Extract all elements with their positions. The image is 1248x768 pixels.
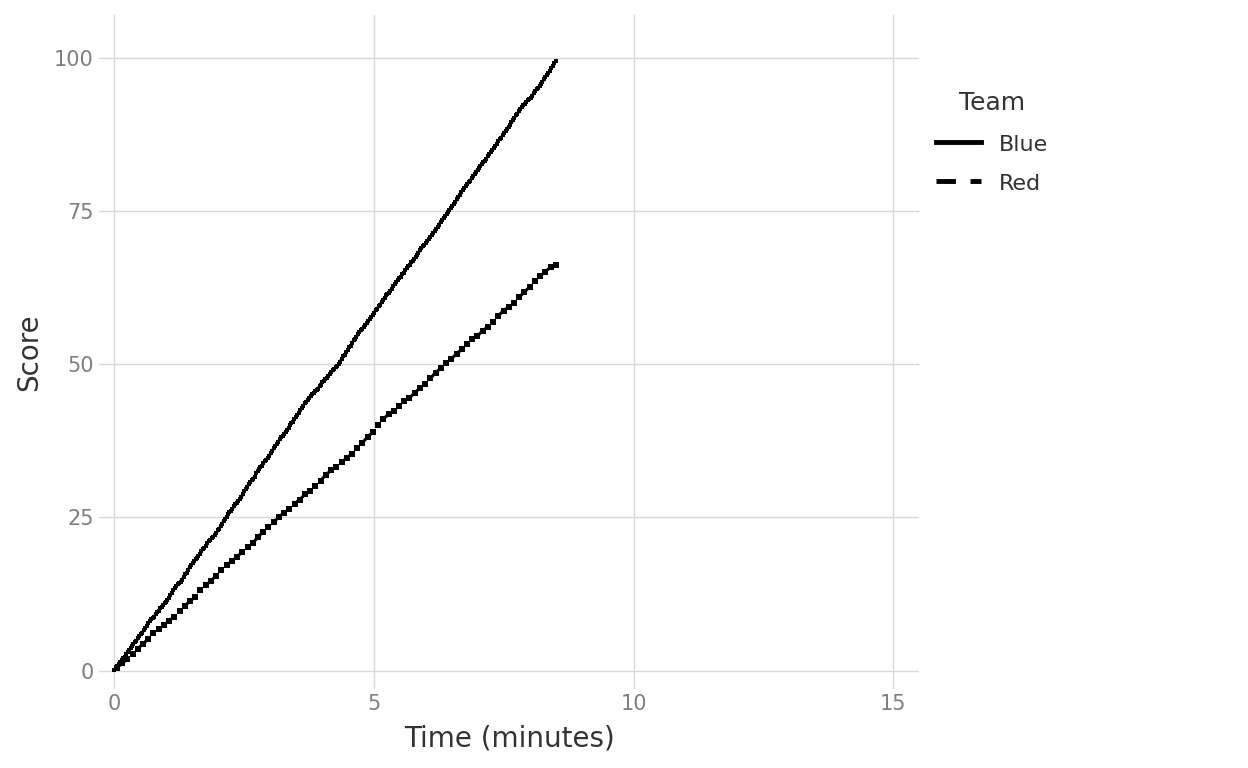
Blue <box>368 306 383 315</box>
Line: Red: Red <box>114 262 559 671</box>
X-axis label: Time (minutes): Time (minutes) <box>403 725 614 753</box>
Red <box>522 282 537 291</box>
Blue <box>109 664 124 673</box>
Red <box>246 538 261 548</box>
Line: Blue: Blue <box>112 59 558 672</box>
Blue <box>479 154 494 163</box>
Blue <box>107 665 122 674</box>
Y-axis label: Score: Score <box>15 313 42 391</box>
Red <box>110 664 125 673</box>
Blue <box>369 304 384 313</box>
Red <box>182 597 197 606</box>
Blue <box>377 293 392 302</box>
Blue <box>548 57 563 66</box>
Legend: Blue, Red: Blue, Red <box>927 82 1057 203</box>
Red <box>261 522 276 531</box>
Red <box>548 260 563 270</box>
Blue <box>507 113 522 122</box>
Red <box>240 542 255 551</box>
Red <box>329 462 344 472</box>
